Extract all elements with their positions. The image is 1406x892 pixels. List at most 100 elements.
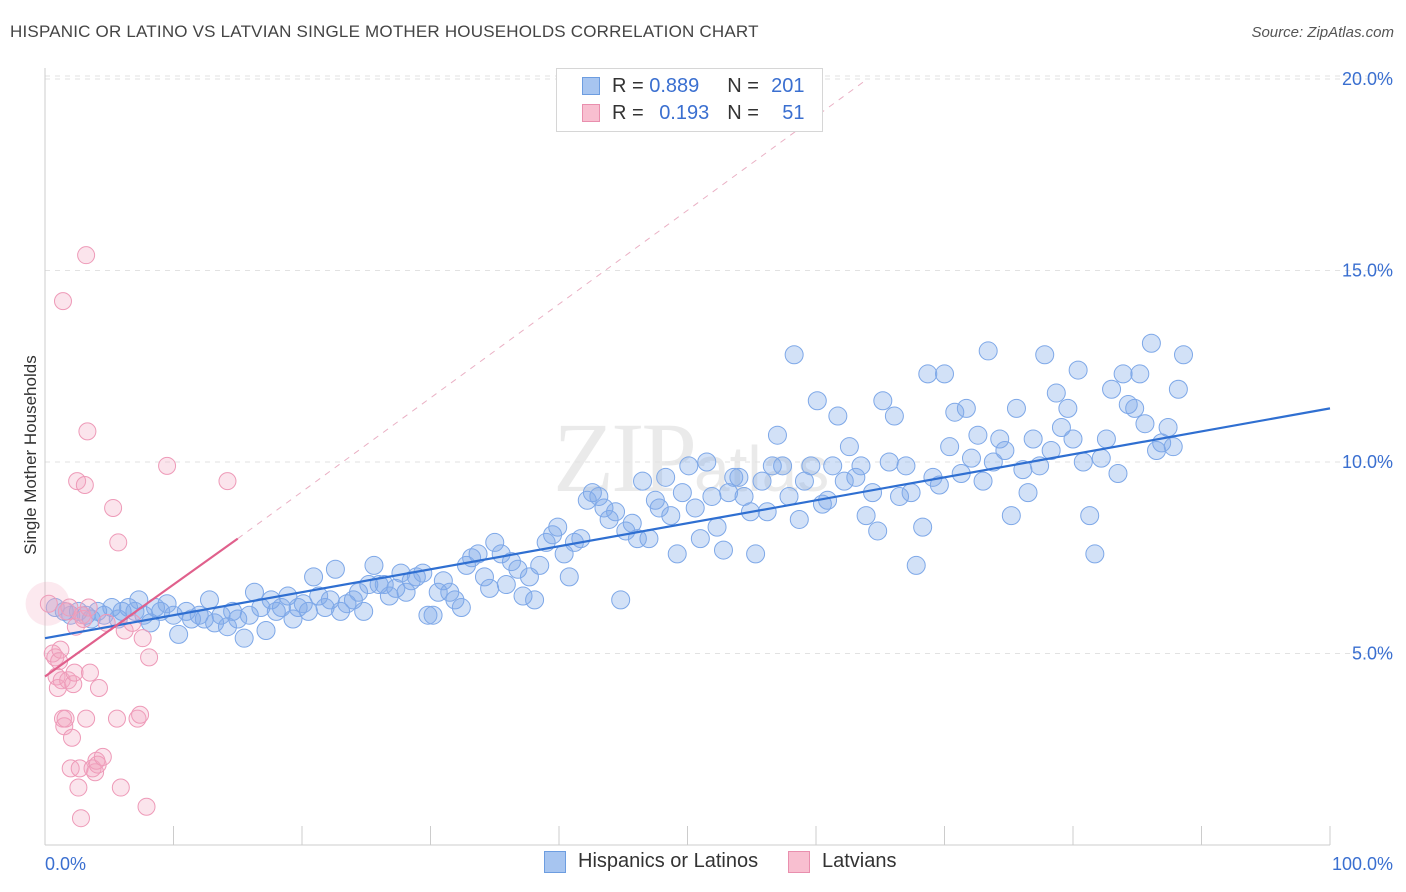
hispanic-point	[496, 575, 516, 595]
hispanic-point	[779, 486, 799, 506]
hispanic-point	[234, 628, 254, 648]
hispanic-point	[1058, 398, 1078, 418]
hispanic-point	[879, 452, 899, 472]
hispanic-point	[823, 456, 843, 476]
hispanic-point	[256, 621, 276, 641]
hispanic-point	[863, 483, 883, 503]
source-label: Source: ZipAtlas.com	[1251, 24, 1394, 41]
latvian-cluster-point	[25, 581, 70, 626]
y-tick-label: 15.0%	[1342, 261, 1393, 281]
hispanic-point	[485, 532, 505, 552]
hispanic-point	[501, 552, 521, 572]
hispanic-point	[1108, 463, 1128, 483]
legend-n-label: N =	[727, 74, 759, 97]
hispanic-point	[1001, 506, 1021, 526]
hispanic-point	[468, 544, 488, 564]
trend-lines	[44, 78, 1331, 678]
hispanic-point	[433, 571, 453, 591]
hispanic-point	[672, 483, 692, 503]
latvian-point	[137, 797, 156, 816]
hispanic-point	[1168, 379, 1188, 399]
hispanic-point	[325, 559, 345, 579]
hispanic-point	[890, 486, 910, 506]
latvian-point	[62, 728, 81, 747]
bottom-legend-swatch-latvian	[788, 850, 810, 873]
latvian-trend-line	[44, 537, 239, 678]
hispanic-point	[81, 609, 101, 629]
hispanic-point	[1051, 418, 1071, 438]
hispanic-point	[729, 467, 749, 487]
hispanic-point	[757, 502, 777, 522]
latvian-point	[51, 640, 70, 659]
hispanic-point	[929, 475, 949, 495]
hispanic-point	[762, 456, 782, 476]
legend-swatch-hispanic	[582, 77, 600, 95]
hispanic-point	[559, 567, 579, 587]
latvian-point	[158, 456, 177, 475]
hispanic-point	[801, 456, 821, 476]
legend-swatch-latvian	[582, 104, 600, 122]
hispanic-point	[940, 437, 960, 457]
hispanic-point	[304, 567, 324, 587]
hispanic-point	[873, 391, 893, 411]
latvian-point	[140, 648, 159, 667]
hispanic-point	[945, 402, 965, 422]
hispanic-point	[239, 605, 259, 625]
hispanic-point	[199, 590, 219, 610]
latvian-point	[39, 594, 58, 613]
bottom-legend-label-latvian: Latvians	[822, 850, 897, 872]
hispanic-point	[918, 364, 938, 384]
x-tick-label-max: 100.0%	[1332, 854, 1393, 874]
hispanic-point	[1006, 398, 1026, 418]
latvian-point	[65, 663, 84, 682]
hispanic-point	[767, 425, 787, 445]
hispanic-point	[354, 601, 374, 621]
hispanic-point	[611, 590, 631, 610]
hispanic-point	[633, 471, 653, 491]
hispanic-point	[283, 609, 303, 629]
hispanic-point	[961, 448, 981, 468]
correlation-legend: R = 0.889 N = 201 R = 0.193 N = 51	[556, 68, 823, 132]
latvian-point	[89, 678, 108, 697]
bottom-legend-latvian: Latvians	[788, 850, 897, 873]
legend-r-value: 0.193	[659, 101, 710, 124]
hispanic-point	[1102, 379, 1122, 399]
hispanic-trend-line	[44, 407, 1331, 640]
hispanic-point	[896, 456, 916, 476]
hispanic-point	[1023, 429, 1043, 449]
hispanic-point	[1130, 364, 1150, 384]
latvian-point	[53, 292, 72, 311]
latvian-point	[218, 472, 237, 491]
latvian-point	[131, 705, 150, 724]
legend-r-label: R =	[612, 101, 644, 124]
latvian-point	[74, 610, 93, 629]
hispanic-point	[1096, 429, 1116, 449]
hispanic-point	[1113, 364, 1133, 384]
hispanic-point	[413, 563, 433, 583]
legend-row-latvian: R = 0.193 N = 51	[557, 100, 805, 126]
hispanic-point	[474, 567, 494, 587]
hispanic-point	[667, 544, 687, 564]
hispanic-point	[906, 555, 926, 575]
latvian-point	[75, 475, 94, 494]
hispanic-point	[679, 456, 699, 476]
latvian-point	[133, 629, 152, 648]
hispanic-point	[508, 559, 528, 579]
hispanic-point	[513, 586, 533, 606]
hispanic-point	[1035, 345, 1055, 365]
hispanic-point	[983, 452, 1003, 472]
hispanic-point	[719, 483, 739, 503]
hispanic-point	[288, 598, 308, 618]
hispanic-point	[1141, 333, 1161, 353]
hispanic-point	[396, 582, 416, 602]
y-tick-label: 20.0%	[1342, 69, 1393, 89]
hispanic-point	[690, 529, 710, 549]
hispanic-point	[649, 498, 669, 518]
hispanic-point	[589, 486, 609, 506]
watermark-zip: ZIP	[553, 402, 697, 513]
hispanic-point	[856, 506, 876, 526]
hispanic-point	[1080, 506, 1100, 526]
latvian-point	[64, 675, 83, 694]
bottom-legend-label-hispanic: Hispanics or Latinos	[578, 850, 759, 872]
latvian-point	[93, 747, 112, 766]
